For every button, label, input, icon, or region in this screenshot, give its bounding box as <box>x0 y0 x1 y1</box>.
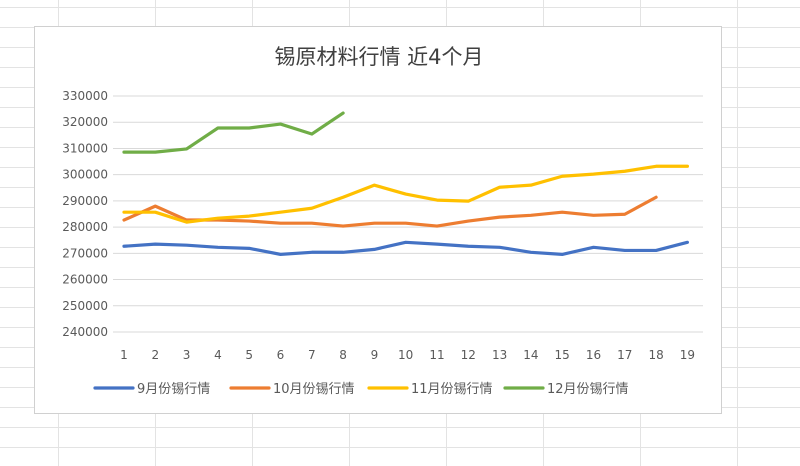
legend-label: 11月份锡行情 <box>411 382 493 397</box>
x-tick-label: 14 <box>523 348 538 362</box>
y-tick-label: 290000 <box>62 194 108 208</box>
y-tick-label: 310000 <box>62 141 108 155</box>
x-tick-label: 9 <box>371 348 379 362</box>
y-tick-label: 240000 <box>62 325 108 339</box>
x-tick-label: 6 <box>277 348 285 362</box>
y-tick-label: 330000 <box>62 89 108 103</box>
legend-label: 10月份锡行情 <box>273 382 355 397</box>
y-tick-label: 280000 <box>62 220 108 234</box>
x-tick-label: 19 <box>680 348 695 362</box>
series-line-4 <box>122 111 345 154</box>
y-tick-label: 260000 <box>62 273 108 287</box>
legend-item: 12月份锡行情 <box>503 382 629 397</box>
y-tick-label: 270000 <box>62 246 108 260</box>
line-chart: 锡原材料行情 近4个月 240000 250000 260000 270000 2800… <box>34 26 722 414</box>
series-line-2 <box>122 195 658 228</box>
legend-item: 11月份锡行情 <box>367 382 493 397</box>
x-tick-label: 10 <box>398 348 413 362</box>
legend-item: 9月份锡行情 <box>93 382 210 397</box>
x-tick-label: 12 <box>461 348 476 362</box>
x-tick-label: 15 <box>555 348 570 362</box>
x-tick-label: 1 <box>120 348 128 362</box>
series-line-1 <box>122 240 690 256</box>
legend-label: 9月份锡行情 <box>137 382 210 397</box>
x-tick-label: 7 <box>308 348 316 362</box>
chart-svg: 锡原材料行情 近4个月 240000 250000 260000 270000 2800… <box>62 45 703 397</box>
x-tick-label: 17 <box>617 348 632 362</box>
x-tick-label: 8 <box>339 348 347 362</box>
x-tick-label: 11 <box>429 348 444 362</box>
legend-label: 12月份锡行情 <box>547 382 629 397</box>
x-tick-label: 13 <box>492 348 507 362</box>
x-tick-label: 16 <box>586 348 601 362</box>
x-tick-label: 2 <box>151 348 159 362</box>
chart-title: 锡原材料行情 近4个月 <box>274 45 483 69</box>
y-tick-label: 320000 <box>62 115 108 129</box>
y-tick-label: 250000 <box>62 299 108 313</box>
x-tick-label: 4 <box>214 348 222 362</box>
legend-item: 10月份锡行情 <box>229 382 355 397</box>
x-tick-label: 5 <box>245 348 253 362</box>
x-tick-label: 3 <box>183 348 191 362</box>
y-tick-label: 300000 <box>62 168 108 182</box>
series-line-3 <box>122 164 690 224</box>
x-tick-label: 18 <box>648 348 663 362</box>
